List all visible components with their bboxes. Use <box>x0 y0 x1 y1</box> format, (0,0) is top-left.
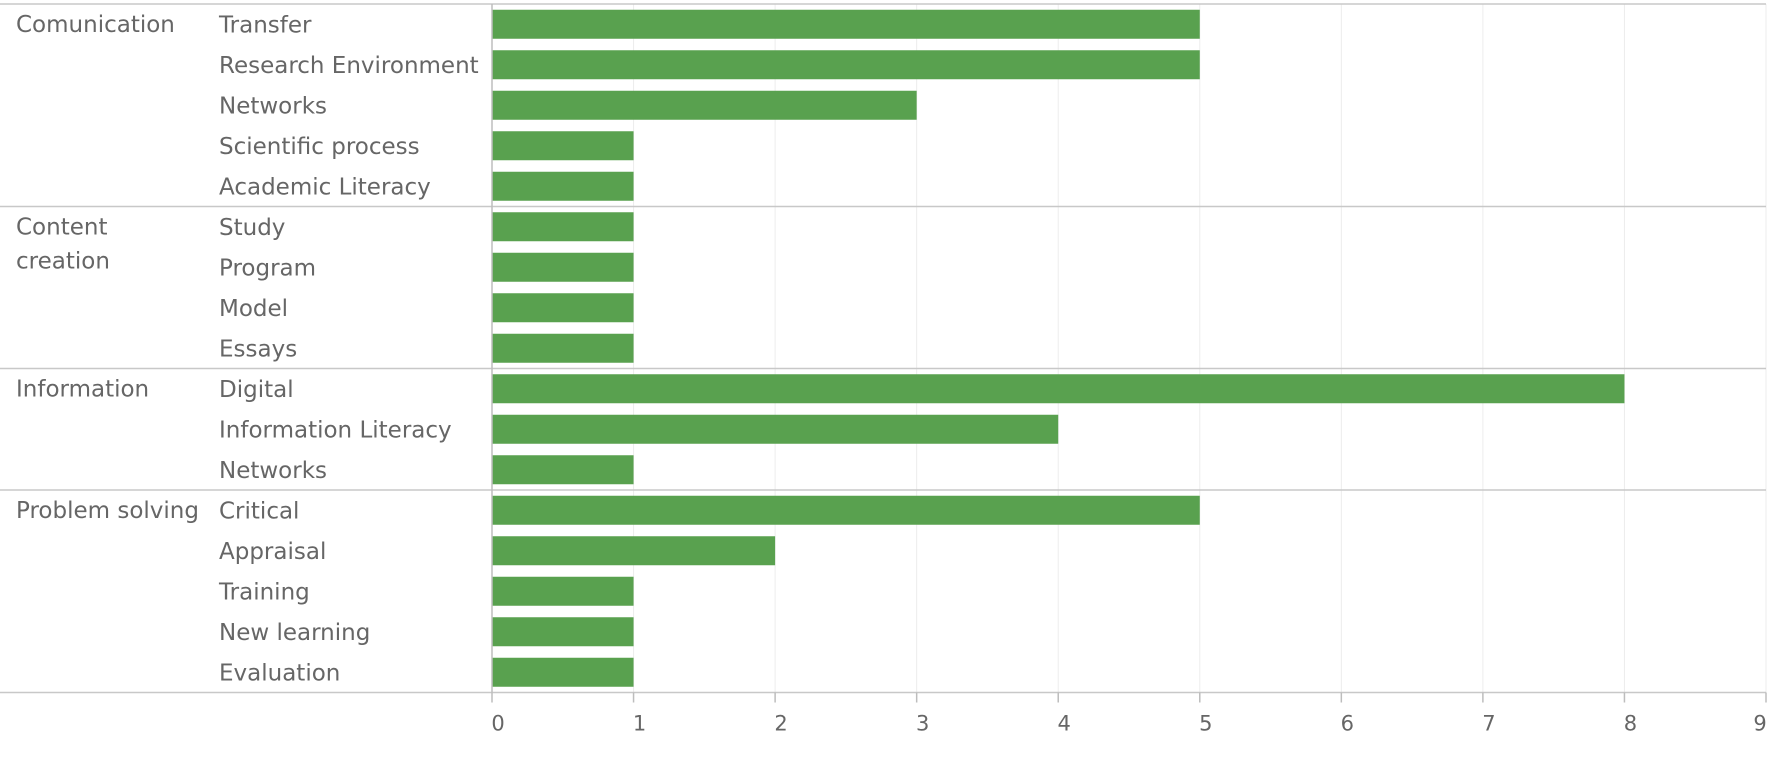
row-label: Evaluation <box>219 660 340 686</box>
row-label: Information Literacy <box>219 417 452 443</box>
bar <box>492 455 634 485</box>
row-label: Scientific process <box>219 134 420 160</box>
bar <box>492 536 776 566</box>
row-label: New learning <box>219 620 370 646</box>
bar <box>492 293 634 323</box>
row-label: Networks <box>219 458 327 484</box>
x-tick-label: 1 <box>633 712 646 736</box>
x-tick-label: 7 <box>1482 712 1495 736</box>
x-tick-label: 2 <box>774 712 787 736</box>
bar <box>492 374 1625 404</box>
bar <box>492 495 1200 525</box>
bar <box>492 576 634 606</box>
row-label: Academic Literacy <box>219 174 431 200</box>
bar <box>492 252 634 282</box>
group-label: Content creation <box>16 215 110 275</box>
group-label: Problem solving <box>16 498 199 524</box>
x-tick-label: 6 <box>1341 712 1354 736</box>
row-label: Program <box>219 255 316 281</box>
group-label: Comunication <box>16 12 175 38</box>
group-label: Information <box>16 377 149 403</box>
row-label: Study <box>219 215 285 241</box>
row-label: Essays <box>219 336 297 362</box>
bar <box>492 617 634 647</box>
bar <box>492 657 634 687</box>
row-label: Training <box>218 579 310 605</box>
x-tick-label: 0 <box>491 712 504 736</box>
row-label: Digital <box>219 377 294 403</box>
bar <box>492 212 634 242</box>
row-label: Model <box>219 296 288 322</box>
bar <box>492 414 1059 444</box>
bar <box>492 171 634 201</box>
row-label: Research Environment <box>219 53 479 79</box>
row-label: Appraisal <box>219 539 326 565</box>
bar <box>492 333 634 363</box>
row-label: Networks <box>219 93 327 119</box>
row-label: Critical <box>219 498 299 524</box>
bar <box>492 131 634 161</box>
x-tick-label: 3 <box>916 712 929 736</box>
bar <box>492 9 1200 39</box>
x-tick-label: 9 <box>1753 712 1766 736</box>
x-tick-label: 5 <box>1199 712 1212 736</box>
row-label: Transfer <box>218 12 312 38</box>
x-tick-label: 4 <box>1058 712 1071 736</box>
bar <box>492 90 917 120</box>
x-tick-label: 8 <box>1624 712 1637 736</box>
bar <box>492 50 1200 80</box>
